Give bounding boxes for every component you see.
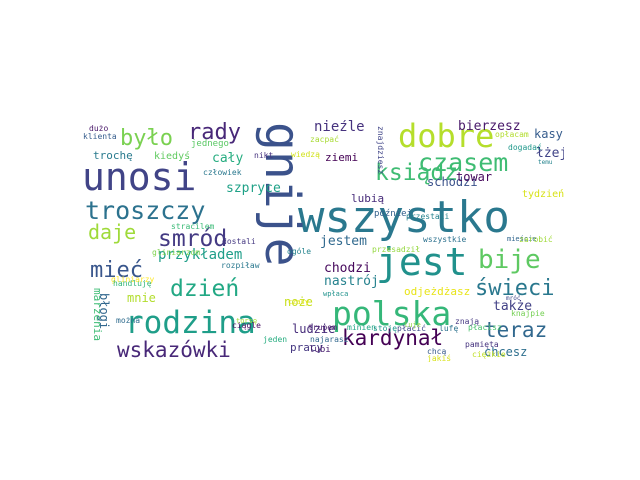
cloud-word: zarobić xyxy=(519,235,553,244)
cloud-word: cały xyxy=(212,151,244,166)
cloud-word: jakiś xyxy=(427,354,452,363)
cloud-word: płacić xyxy=(397,324,426,333)
cloud-word: trochę xyxy=(93,149,133,162)
cloud-word: przestali xyxy=(406,212,450,221)
cloud-word: stracilem xyxy=(171,222,215,231)
cloud-word: jestem xyxy=(320,234,367,249)
cloud-word: luje xyxy=(404,321,421,329)
cloud-word: teraz xyxy=(484,318,548,342)
cloud-word: także xyxy=(493,299,533,314)
cloud-word: opłacam xyxy=(495,130,529,139)
cloud-word: handluję xyxy=(113,279,152,288)
cloud-word: przykładem xyxy=(158,247,243,263)
cloud-word: nikt xyxy=(254,151,274,160)
cloud-word: wskazówki xyxy=(117,338,231,362)
cloud-word: dzień xyxy=(170,276,240,302)
cloud-word: mnie xyxy=(127,291,156,305)
cloud-word: dogadać xyxy=(508,143,542,152)
cloud-word: można xyxy=(116,316,141,325)
cloud-word: mieście xyxy=(507,235,537,243)
cloud-word: było xyxy=(120,126,173,151)
word-cloud: wszystko gnije unosi polska jest rodzina bije d… xyxy=(80,120,564,362)
cloud-word: później xyxy=(374,209,412,219)
cloud-word: knajpie xyxy=(511,309,545,318)
cloud-word: kiedyś xyxy=(154,151,191,162)
cloud-word: gliniarzom xyxy=(152,248,201,257)
cloud-word: zacpać xyxy=(310,135,339,144)
cloud-word: klienta xyxy=(83,132,117,141)
cloud-word: chcą xyxy=(427,347,447,356)
cloud-word: odjeżdżasz xyxy=(404,285,471,298)
cloud-word: człowiek xyxy=(203,168,242,177)
cloud-word: świeci xyxy=(475,276,555,301)
cloud-word: bije xyxy=(478,245,541,275)
cloud-word: troszczy xyxy=(85,196,206,225)
cloud-word: lufę xyxy=(439,324,459,333)
cloud-word: kardynał xyxy=(342,326,444,350)
cloud-word: lubi xyxy=(309,345,331,355)
cloud-word: wpłaca xyxy=(323,290,349,298)
cloud-word: płacisz xyxy=(468,323,502,332)
cloud-word: rodzina xyxy=(125,305,256,341)
cloud-word: ciągle xyxy=(232,321,261,330)
cloud-word: mróć xyxy=(506,295,521,302)
cloud-word: stoję xyxy=(373,324,398,333)
cloud-word: jeden xyxy=(263,335,288,344)
cloud-word: szpryce xyxy=(226,181,281,196)
cloud-word: chcesz xyxy=(484,345,528,359)
cloud-word: gliniarzy xyxy=(111,275,155,284)
cloud-word: dobre xyxy=(398,120,495,155)
cloud-word: chodzi xyxy=(324,261,371,276)
cloud-word: lubią xyxy=(351,192,385,205)
cloud-word: kasy xyxy=(534,127,563,141)
cloud-word: ziemi xyxy=(325,151,359,164)
cloud-word: minien xyxy=(347,323,376,332)
cloud-word: nieźle xyxy=(314,120,365,135)
cloud-word: czasem xyxy=(418,148,509,177)
cloud-word: pamięta xyxy=(465,340,499,349)
cloud-word: znają xyxy=(455,317,480,326)
cloud-word: znajdziesz xyxy=(376,126,385,175)
cloud-word: bierzesz xyxy=(458,120,521,134)
cloud-word: wiedzą xyxy=(291,150,320,159)
cloud-word: smród xyxy=(158,226,228,252)
cloud-word: ksiądz xyxy=(375,160,459,186)
cloud-word: jednego xyxy=(191,139,229,149)
cloud-word: ludzie xyxy=(292,322,336,336)
cloud-word: ogóle xyxy=(287,247,312,256)
cloud-word: wszystko xyxy=(298,192,510,243)
cloud-word: wszystkie xyxy=(423,235,467,244)
cloud-word: schodzi xyxy=(427,175,478,189)
cloud-word: przesadził xyxy=(372,245,421,254)
cloud-word: łżej xyxy=(536,146,564,161)
cloud-word: pracy xyxy=(290,341,324,354)
cloud-word: unosi xyxy=(82,155,197,199)
cloud-word: rady xyxy=(188,120,241,145)
cloud-word: temu xyxy=(538,159,553,166)
cloud-word: jest xyxy=(376,240,468,284)
cloud-word: mieć xyxy=(90,258,143,283)
cloud-word: noże xyxy=(284,295,313,309)
cloud-word: trupem xyxy=(308,323,337,332)
cloud-word: torsę xyxy=(236,317,258,325)
cloud-word: tydzień xyxy=(522,189,564,200)
cloud-word: czasy xyxy=(288,298,310,306)
cloud-word: rozpiław xyxy=(221,261,260,270)
cloud-word: nastrój xyxy=(324,274,379,289)
cloud-word: dużo xyxy=(89,124,109,133)
cloud-word: daje xyxy=(88,220,137,244)
cloud-word: polska xyxy=(332,294,452,333)
cloud-word: towar xyxy=(456,170,493,184)
cloud-word: ciężkie xyxy=(472,350,506,359)
cloud-word: najarasz xyxy=(310,335,349,344)
cloud-word: dostali xyxy=(222,237,256,246)
cloud-word: błogi xyxy=(97,293,111,330)
